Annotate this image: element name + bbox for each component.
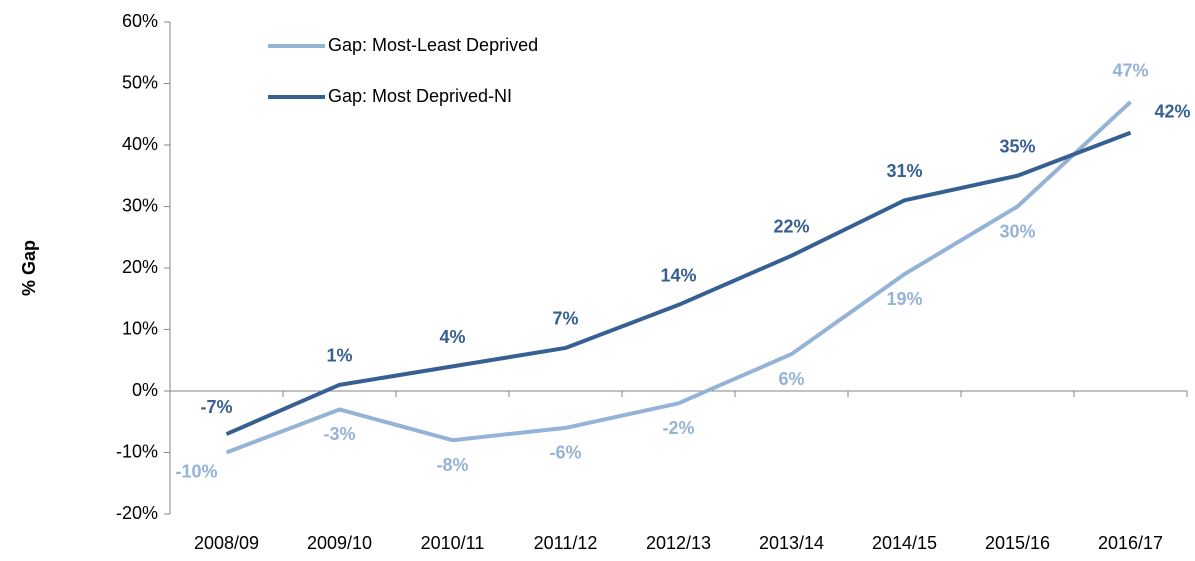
data-label: 14% <box>660 266 696 286</box>
x-tick-label: 2012/13 <box>646 533 711 553</box>
y-tick-label: 60% <box>122 11 158 31</box>
y-tick-label: 20% <box>122 257 158 277</box>
data-label: -8% <box>436 455 468 475</box>
x-tick-label: 2014/15 <box>872 533 937 553</box>
data-label: 31% <box>886 161 922 181</box>
data-label: -2% <box>662 418 694 438</box>
x-tick-label: 2010/11 <box>421 533 485 553</box>
y-tick-label: 40% <box>122 134 158 154</box>
data-label: -3% <box>323 424 355 444</box>
data-label: -7% <box>200 397 232 417</box>
data-label: 47% <box>1112 61 1148 81</box>
x-tick-label: 2009/10 <box>307 533 372 553</box>
x-tick-label: 2013/14 <box>759 533 824 553</box>
y-axis-label: % Gap <box>19 240 39 296</box>
data-label: 35% <box>999 137 1035 157</box>
x-tick-label: 2008/09 <box>194 533 259 553</box>
data-label: 7% <box>552 309 578 329</box>
y-tick-label: -20% <box>116 503 158 523</box>
data-label: 6% <box>778 369 804 389</box>
x-tick-label: 2011/12 <box>534 533 598 553</box>
y-tick-label: 50% <box>122 72 158 92</box>
y-tick-label: -10% <box>116 441 158 461</box>
data-label: 4% <box>439 327 465 347</box>
data-label: 30% <box>999 221 1035 241</box>
data-label: 1% <box>326 346 352 366</box>
legend-label: Gap: Most-Least Deprived <box>328 35 538 55</box>
data-label: 22% <box>773 216 809 236</box>
y-tick-label: 30% <box>122 195 158 215</box>
series-line <box>225 100 1132 455</box>
data-label: 19% <box>886 289 922 309</box>
data-label: -6% <box>549 443 581 463</box>
data-label: 42% <box>1154 101 1190 121</box>
data-label: -10% <box>175 461 217 481</box>
y-tick-label: 0% <box>132 380 158 400</box>
legend-label: Gap: Most Deprived-NI <box>328 86 512 106</box>
series-line <box>225 130 1132 436</box>
x-tick-label: 2015/16 <box>985 533 1050 553</box>
y-tick-label: 10% <box>122 318 158 338</box>
x-tick-label: 2016/17 <box>1098 533 1163 553</box>
